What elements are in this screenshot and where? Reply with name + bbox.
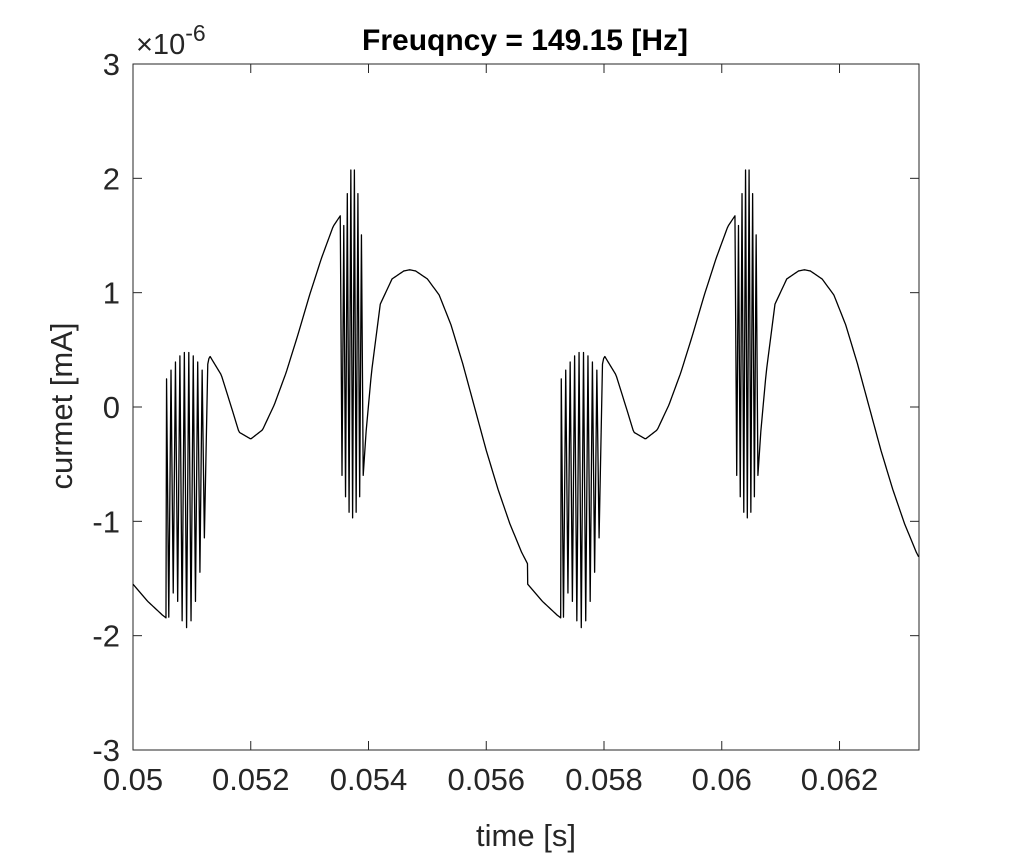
y-tick-label: 3: [103, 47, 120, 82]
y-axis-label: curmet [mA]: [44, 322, 79, 489]
y-tick-label: 0: [103, 390, 120, 425]
plot-area: [132, 63, 920, 751]
x-axis-ticks: [132, 64, 841, 750]
y-exponent-label: ×10-6: [136, 20, 206, 61]
current-signal-line: [132, 169, 920, 629]
x-axis-tick-labels: 0.05 0.052 0.054 0.056 0.058 0.06 0.062: [103, 762, 878, 797]
x-tick-label: 0.056: [447, 762, 525, 797]
y-tick-label: -2: [92, 619, 120, 654]
x-tick-label: 0.058: [565, 762, 643, 797]
y-tick-label: -3: [92, 733, 120, 768]
x-tick-label: 0.05: [103, 762, 163, 797]
chart-title: Freuqncy = 149.15 [Hz]: [362, 24, 688, 57]
x-tick-label: 0.062: [801, 762, 879, 797]
y-tick-label: 2: [103, 161, 120, 196]
x-tick-label: 0.054: [330, 762, 408, 797]
y-exponent-power: -6: [185, 20, 205, 46]
svg-text:×10-6: ×10-6: [136, 20, 206, 61]
y-tick-label: -1: [92, 504, 120, 539]
y-tick-label: 1: [103, 276, 120, 311]
y-axis-tick-labels: -3 -2 -1 0 1 2 3: [92, 47, 120, 768]
x-axis-label: time [s]: [476, 818, 576, 853]
y-exponent-base: ×10: [136, 29, 185, 61]
y-axis-ticks: [133, 63, 919, 751]
x-tick-label: 0.06: [692, 762, 752, 797]
x-tick-label: 0.052: [212, 762, 290, 797]
axes-box: [132, 63, 920, 751]
